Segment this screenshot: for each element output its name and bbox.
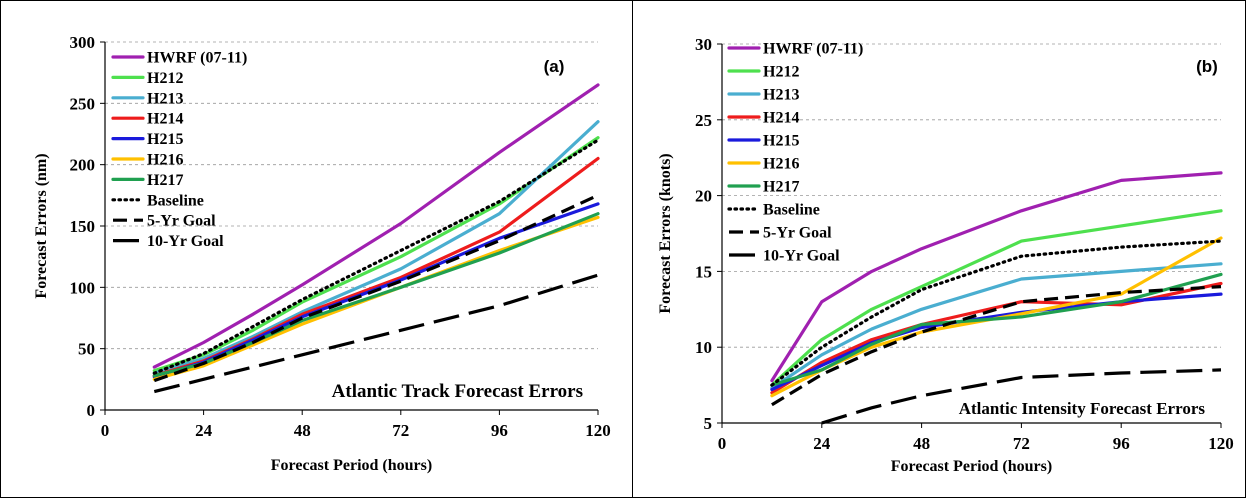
legend-label-hwrf-07-11: HWRF (07-11)	[147, 50, 247, 67]
y-tick-label: 20	[695, 187, 712, 206]
y-tick-label: 50	[78, 340, 95, 359]
series-line-hwrf-07-11	[152, 83, 600, 369]
legend-label-baseline: Baseline	[763, 202, 820, 219]
x-tick-label: 72	[392, 421, 409, 440]
x-tick-label: 96	[1113, 434, 1130, 453]
legend-label-h212: H212	[763, 64, 799, 81]
chart-annotation: Atlantic Intensity Forecast Errors	[959, 399, 1206, 418]
legend-label-h217: H217	[147, 172, 183, 189]
x-tick-label: 48	[294, 421, 311, 440]
y-axis-title: Forecast Errors (knots)	[657, 153, 674, 313]
x-axis-title: Forecast Period (hours)	[271, 457, 432, 474]
legend: HWRF (07-11) H212 H213 H214 H215 H216 H217 Base…	[111, 50, 247, 250]
x-tick-label: 48	[913, 434, 930, 453]
y-tick-label: 0	[87, 401, 96, 420]
legend: HWRF (07-11) H212 H213 H214 H215 H216 H217 Base…	[727, 41, 863, 265]
legend-label-hwrf-07-11: HWRF (07-11)	[763, 41, 863, 58]
legend-label-h213: H213	[763, 87, 799, 104]
panel-divider	[632, 0, 633, 498]
series-line-h217	[770, 272, 1223, 387]
legend-label-10-yr-goal: 10-Yr Goal	[763, 248, 840, 265]
series-line-h212	[152, 136, 600, 373]
x-tick-label: 24	[195, 421, 213, 440]
legend-label-baseline: Baseline	[147, 192, 204, 209]
y-tick-label: 5	[704, 414, 713, 433]
series-line-10-yr-goal	[153, 273, 599, 394]
legend-label-h216: H216	[147, 152, 183, 169]
legend-label-h217: H217	[763, 179, 799, 196]
series-line-h213	[770, 262, 1223, 390]
panel-label: (b)	[1196, 57, 1218, 76]
legend-label-h214: H214	[763, 110, 799, 127]
x-tick-label: 0	[101, 421, 110, 440]
y-tick-label: 25	[695, 111, 712, 130]
legend-label-h214: H214	[147, 111, 183, 128]
series-line-baseline	[770, 239, 1223, 387]
y-tick-label: 200	[70, 156, 96, 175]
series-line-baseline	[152, 138, 600, 375]
y-tick-label: 150	[70, 217, 96, 236]
y-tick-label: 15	[695, 262, 712, 281]
legend-label-h212: H212	[147, 70, 183, 87]
y-tick-label: 100	[70, 278, 96, 297]
x-axis-title: Forecast Period (hours)	[891, 458, 1052, 475]
series-line-10-yr-goal	[821, 368, 1222, 425]
y-axis-title: Forecast Errors (nm)	[33, 153, 50, 298]
chart-annotation: Atlantic Track Forecast Errors	[332, 381, 583, 402]
chart-panel-a: 0 50 100 150 200 250 300 0 24 48 72 96 120 Forecast P…	[33, 33, 611, 474]
series-line-h213	[152, 120, 600, 375]
y-tick-label: 10	[695, 338, 712, 357]
x-tick-label: 120	[585, 421, 611, 440]
y-tick-label: 250	[70, 94, 96, 113]
chart-panel-b: 5 10 15 20 25 30 0 24 48 72 96 120 Forecast Period (…	[657, 35, 1234, 475]
x-tick-label: 96	[491, 421, 508, 440]
x-tick-label: 120	[1208, 434, 1234, 453]
x-tick-label: 0	[718, 434, 727, 453]
legend-label-5-yr-goal: 5-Yr Goal	[147, 213, 216, 230]
legend-label-h216: H216	[763, 156, 799, 173]
y-tick-label: 300	[70, 33, 96, 52]
legend-label-h215: H215	[147, 131, 183, 148]
legend-label-h213: H213	[147, 90, 183, 107]
series-line-hwrf-07-11	[770, 171, 1223, 383]
series-line-h212	[770, 209, 1223, 387]
series-line-h216	[152, 215, 600, 381]
legend-label-10-yr-goal: 10-Yr Goal	[147, 233, 224, 250]
legend-label-h215: H215	[763, 133, 799, 150]
y-tick-label: 30	[695, 35, 712, 54]
series-line-5-yr-goal	[153, 193, 599, 383]
x-tick-label: 72	[1013, 434, 1030, 453]
x-tick-label: 24	[813, 434, 831, 453]
legend-label-5-yr-goal: 5-Yr Goal	[763, 225, 832, 242]
panel-label: (a)	[544, 57, 565, 76]
